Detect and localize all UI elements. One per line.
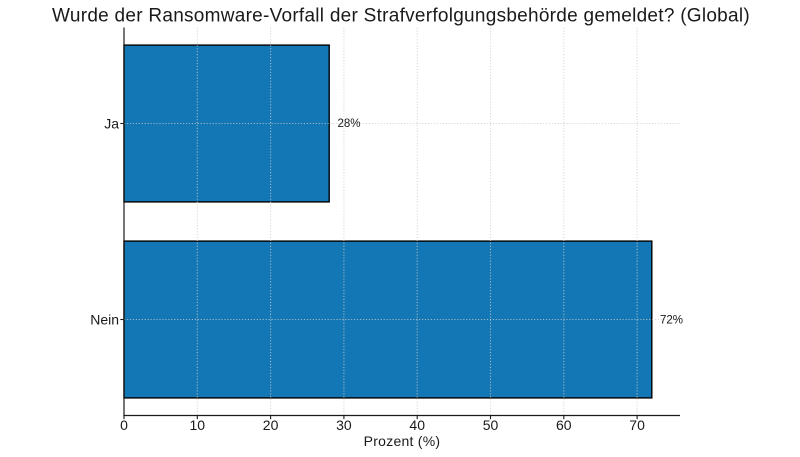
svg-text:50: 50 — [483, 417, 499, 433]
svg-text:10: 10 — [190, 417, 206, 433]
svg-text:72%: 72% — [660, 315, 683, 327]
svg-text:Wurde der Ransomware-Vorfall d: Wurde der Ransomware-Vorfall der Strafve… — [52, 5, 750, 26]
svg-text:Ja: Ja — [104, 116, 119, 132]
svg-text:28%: 28% — [338, 118, 361, 130]
svg-text:40: 40 — [409, 417, 425, 433]
svg-text:60: 60 — [556, 417, 572, 433]
svg-text:0: 0 — [120, 417, 128, 433]
svg-text:20: 20 — [263, 417, 279, 433]
svg-text:70: 70 — [629, 417, 645, 433]
svg-text:Nein: Nein — [90, 312, 119, 328]
svg-text:30: 30 — [336, 417, 352, 433]
svg-text:Prozent (%): Prozent (%) — [364, 433, 441, 449]
